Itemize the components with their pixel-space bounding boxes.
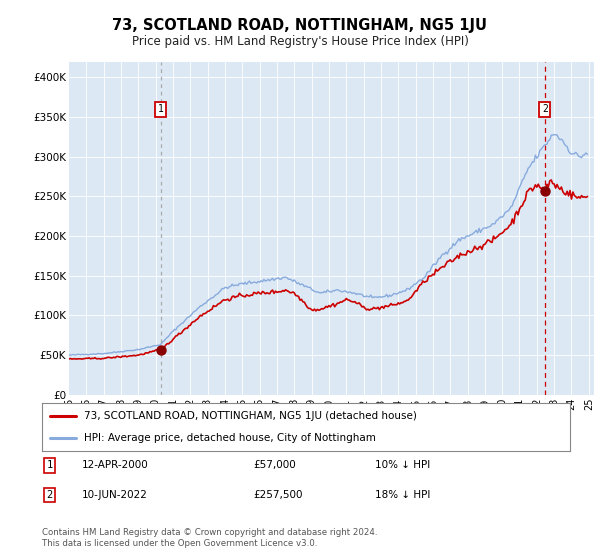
Text: Price paid vs. HM Land Registry's House Price Index (HPI): Price paid vs. HM Land Registry's House … bbox=[131, 35, 469, 48]
Text: £257,500: £257,500 bbox=[253, 490, 303, 500]
Text: 10% ↓ HPI: 10% ↓ HPI bbox=[374, 460, 430, 470]
Text: 2: 2 bbox=[46, 490, 52, 500]
Text: 73, SCOTLAND ROAD, NOTTINGHAM, NG5 1JU: 73, SCOTLAND ROAD, NOTTINGHAM, NG5 1JU bbox=[113, 18, 487, 33]
Text: £57,000: £57,000 bbox=[253, 460, 296, 470]
Text: 12-APR-2000: 12-APR-2000 bbox=[82, 460, 148, 470]
Text: 2: 2 bbox=[542, 104, 548, 114]
Text: 73, SCOTLAND ROAD, NOTTINGHAM, NG5 1JU (detached house): 73, SCOTLAND ROAD, NOTTINGHAM, NG5 1JU (… bbox=[84, 411, 417, 421]
Text: 18% ↓ HPI: 18% ↓ HPI bbox=[374, 490, 430, 500]
Text: Contains HM Land Registry data © Crown copyright and database right 2024.
This d: Contains HM Land Registry data © Crown c… bbox=[42, 528, 377, 548]
Text: HPI: Average price, detached house, City of Nottingham: HPI: Average price, detached house, City… bbox=[84, 433, 376, 443]
Text: 1: 1 bbox=[46, 460, 52, 470]
Text: 10-JUN-2022: 10-JUN-2022 bbox=[82, 490, 148, 500]
Text: 1: 1 bbox=[158, 104, 164, 114]
